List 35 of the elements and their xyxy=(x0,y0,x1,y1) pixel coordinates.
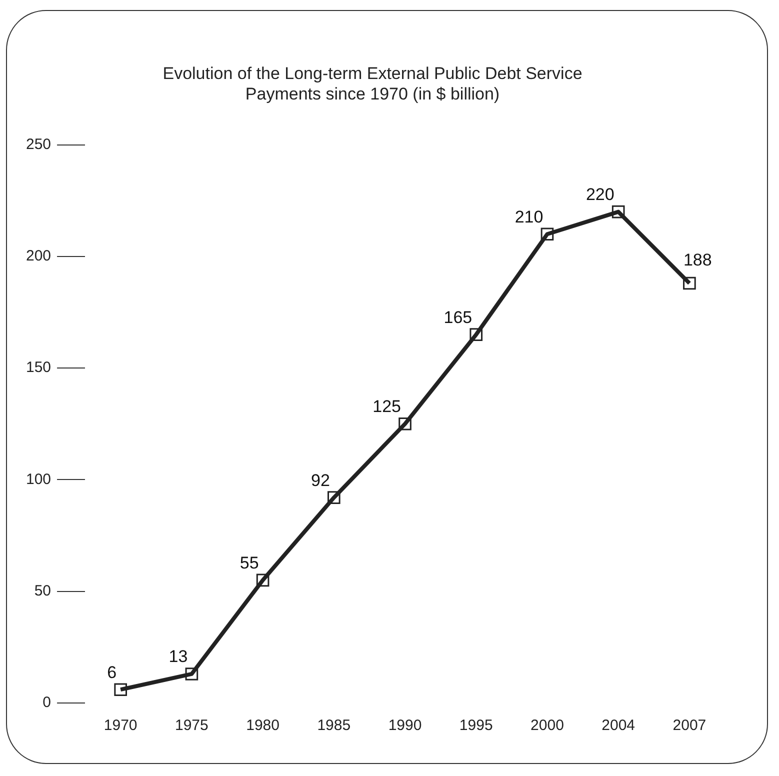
data-label: 165 xyxy=(444,308,472,327)
point xyxy=(398,417,412,430)
data-label: 55 xyxy=(240,553,259,572)
y-tick-label: 0 xyxy=(42,694,52,712)
y-tick-label: 250 xyxy=(26,136,52,153)
x-tick-label: 1980 xyxy=(246,717,280,734)
y-tick-label: 50 xyxy=(34,582,52,600)
y-tick-label: 200 xyxy=(26,248,52,265)
point xyxy=(540,228,554,241)
point xyxy=(114,683,127,696)
x-tick-label: 1985 xyxy=(317,717,351,734)
x-tick-label: 1970 xyxy=(104,717,138,734)
data-label: 220 xyxy=(586,184,614,204)
data-label: 125 xyxy=(372,397,402,416)
data-label: 188 xyxy=(683,250,712,270)
point xyxy=(470,328,483,341)
data-label: 92 xyxy=(310,470,330,490)
y-tick-label: 100 xyxy=(26,470,52,488)
point xyxy=(185,668,198,680)
x-tick-label: 2000 xyxy=(530,717,564,734)
text: Payments since 1970 (in $ billion) xyxy=(245,84,500,104)
y-tick-label: 150 xyxy=(26,359,52,376)
point xyxy=(683,276,696,290)
x-tick-label: 2004 xyxy=(602,717,636,734)
x-tick-label: 1975 xyxy=(175,717,208,734)
data-label: 210 xyxy=(514,207,544,226)
point xyxy=(612,205,625,218)
point xyxy=(328,491,340,504)
data-label: 13 xyxy=(168,647,188,666)
data-label: 6 xyxy=(107,662,117,682)
x-tick-label: 1995 xyxy=(459,717,493,734)
text: Evolution of the Long-term External Public Debt Service xyxy=(162,64,582,83)
x-tick-label: 1990 xyxy=(388,717,422,734)
point xyxy=(256,574,270,587)
x-tick-label: 2007 xyxy=(672,717,706,734)
